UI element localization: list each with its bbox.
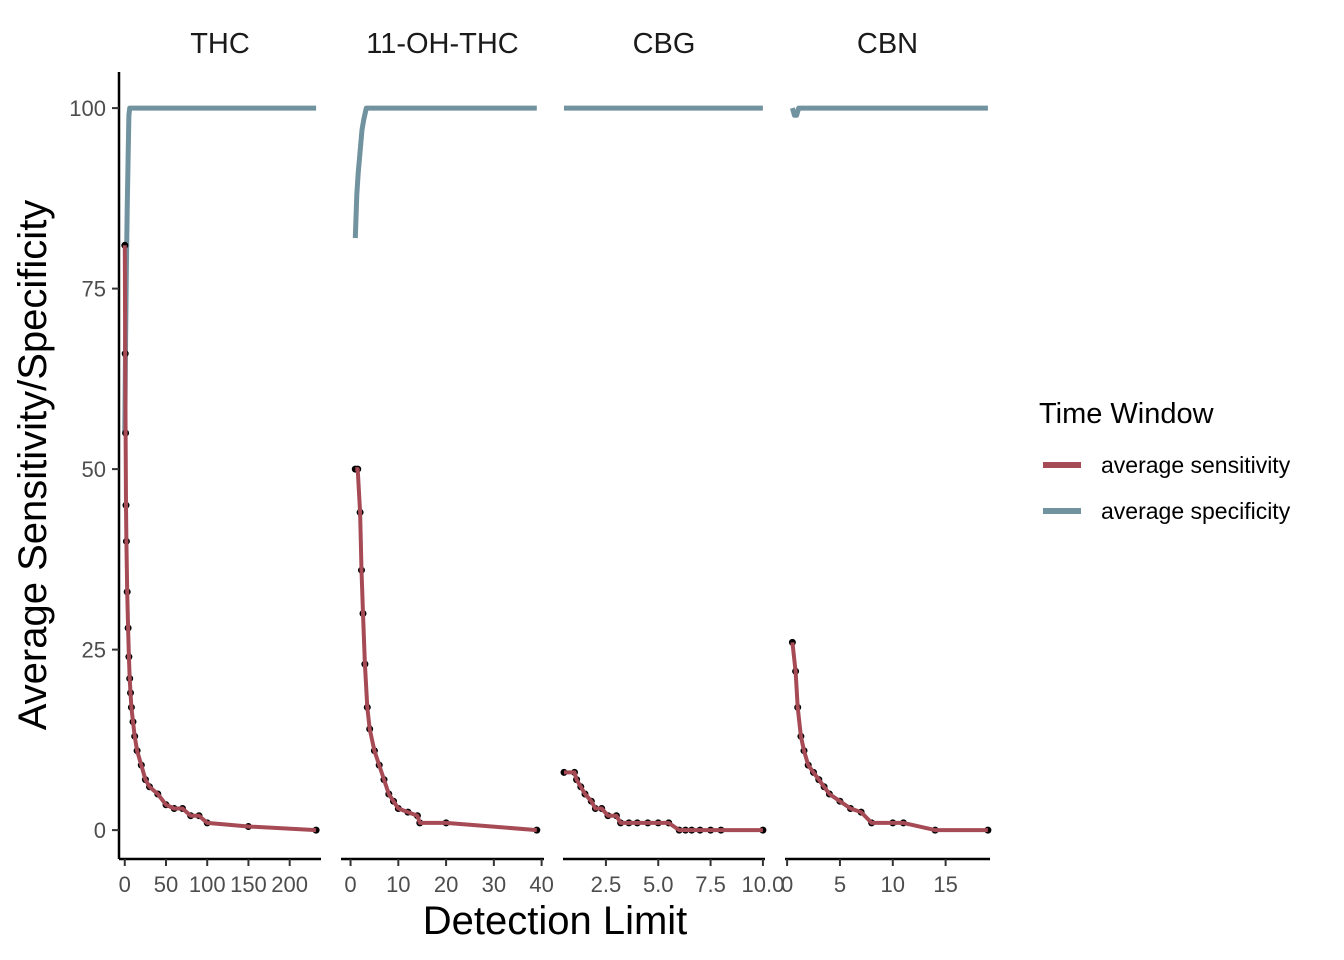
panel-title: CBG	[633, 28, 696, 60]
panel-cbn: CBN 0 5 10 15	[781, 28, 992, 897]
y-tick-label: 75	[82, 277, 106, 302]
x-tick-label: 0	[781, 872, 793, 897]
panel-title: 11-OH-THC	[366, 28, 519, 60]
x-tick-label: 40	[529, 872, 553, 897]
x-tick-label: 10.0	[741, 872, 784, 897]
y-tick-label: 50	[82, 457, 106, 482]
x-tick-label: 10	[386, 872, 410, 897]
x-tick-label: 2.5	[591, 872, 622, 897]
legend: Time Window average sensitivity average …	[1039, 398, 1291, 524]
legend-title: Time Window	[1039, 398, 1215, 430]
specificity-line	[122, 105, 317, 434]
sensitivity-line	[564, 770, 763, 833]
x-tick-label: 20	[434, 872, 458, 897]
x-tick-label: 100	[189, 872, 226, 897]
sensitivity-line	[122, 245, 317, 833]
legend-label-specificity: average specificity	[1101, 498, 1291, 524]
x-tick-label: 7.5	[695, 872, 726, 897]
y-axis-title: Average Sensitivity/Specificity	[11, 200, 55, 731]
x-tick-label: 0	[119, 872, 131, 897]
x-tick-label: 200	[271, 872, 308, 897]
panel-title: THC	[190, 28, 250, 60]
x-tick-label: 5	[834, 872, 846, 897]
x-tick-label: 30	[482, 872, 506, 897]
panel-11-oh-thc: 11-OH-THC 0 10 20 30 40	[341, 28, 554, 897]
panel-thc: THC 0 50 100 150 200	[119, 28, 321, 897]
sensitivity-line	[790, 642, 988, 833]
specificity-line	[790, 105, 988, 118]
x-axis-title: Detection Limit	[423, 899, 688, 943]
x-tick-label: 150	[230, 872, 267, 897]
sensitivity-line	[355, 467, 537, 833]
x-tick-label: 0	[344, 872, 356, 897]
x-tick-label: 50	[154, 872, 178, 897]
legend-label-sensitivity: average sensitivity	[1101, 452, 1291, 478]
specificity-line	[352, 105, 537, 239]
x-tick-label: 5.0	[643, 872, 674, 897]
y-tick-label: 0	[94, 818, 106, 843]
panel-cbg: CBG 2.5 5.0 7.5 10.0	[560, 28, 784, 897]
y-tick-label: 100	[69, 96, 106, 121]
panel-title: CBN	[857, 28, 918, 60]
x-tick-label: 15	[933, 872, 957, 897]
y-tick-label: 25	[82, 638, 106, 663]
x-tick-label: 10	[881, 872, 905, 897]
